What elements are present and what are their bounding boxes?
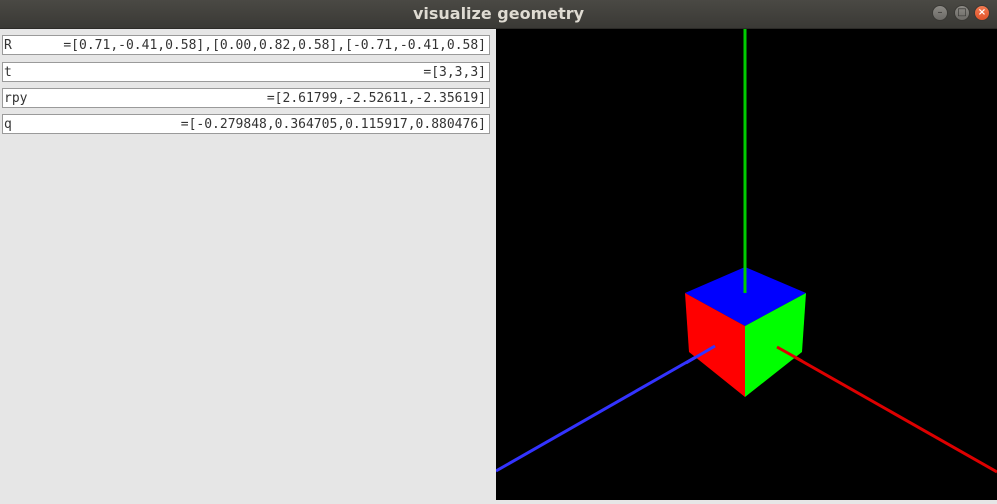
quaternion-field[interactable]: q =[-0.279848,0.364705,0.115917,0.880476… xyxy=(2,114,490,134)
translation-value: =[3,3,3] xyxy=(423,65,486,80)
z-axis-inside-line xyxy=(685,344,716,365)
quaternion-value: =[-0.279848,0.364705,0.115917,0.880476] xyxy=(180,117,486,132)
x-axis-line xyxy=(776,345,997,474)
window-title: visualize geometry xyxy=(412,4,585,23)
x-axis-inside-line xyxy=(776,345,803,363)
rpy-field[interactable]: rpy =[2.61799,-2.52611,-2.35619] xyxy=(2,88,490,108)
parameter-panel: R =[0.71,-0.41,0.58],[0.00,0.82,0.58],[-… xyxy=(0,29,495,500)
cube-right-face xyxy=(745,293,806,397)
quaternion-label: q xyxy=(4,117,12,132)
rotation-matrix-field[interactable]: R =[0.71,-0.41,0.58],[0.00,0.82,0.58],[-… xyxy=(2,35,490,55)
translation-label: t xyxy=(4,65,12,80)
cube-top-face xyxy=(685,267,806,326)
rpy-label: rpy xyxy=(4,91,28,106)
cube-left-face xyxy=(685,293,745,397)
title-bar: visualize geometry – □ × xyxy=(0,0,997,29)
3d-viewport[interactable] xyxy=(495,29,997,500)
rotation-matrix-value: =[0.71,-0.41,0.58],[0.00,0.82,0.58],[-0.… xyxy=(63,38,486,53)
rotation-matrix-label: R xyxy=(4,38,12,53)
scene-svg xyxy=(495,29,997,500)
maximize-button[interactable]: □ xyxy=(954,5,970,21)
translation-field[interactable]: t =[3,3,3] xyxy=(2,62,490,82)
rpy-value: =[2.61799,-2.52611,-2.35619] xyxy=(266,91,486,106)
close-button[interactable]: × xyxy=(974,5,990,21)
z-axis-line xyxy=(495,344,716,473)
minimize-button[interactable]: – xyxy=(932,5,948,21)
